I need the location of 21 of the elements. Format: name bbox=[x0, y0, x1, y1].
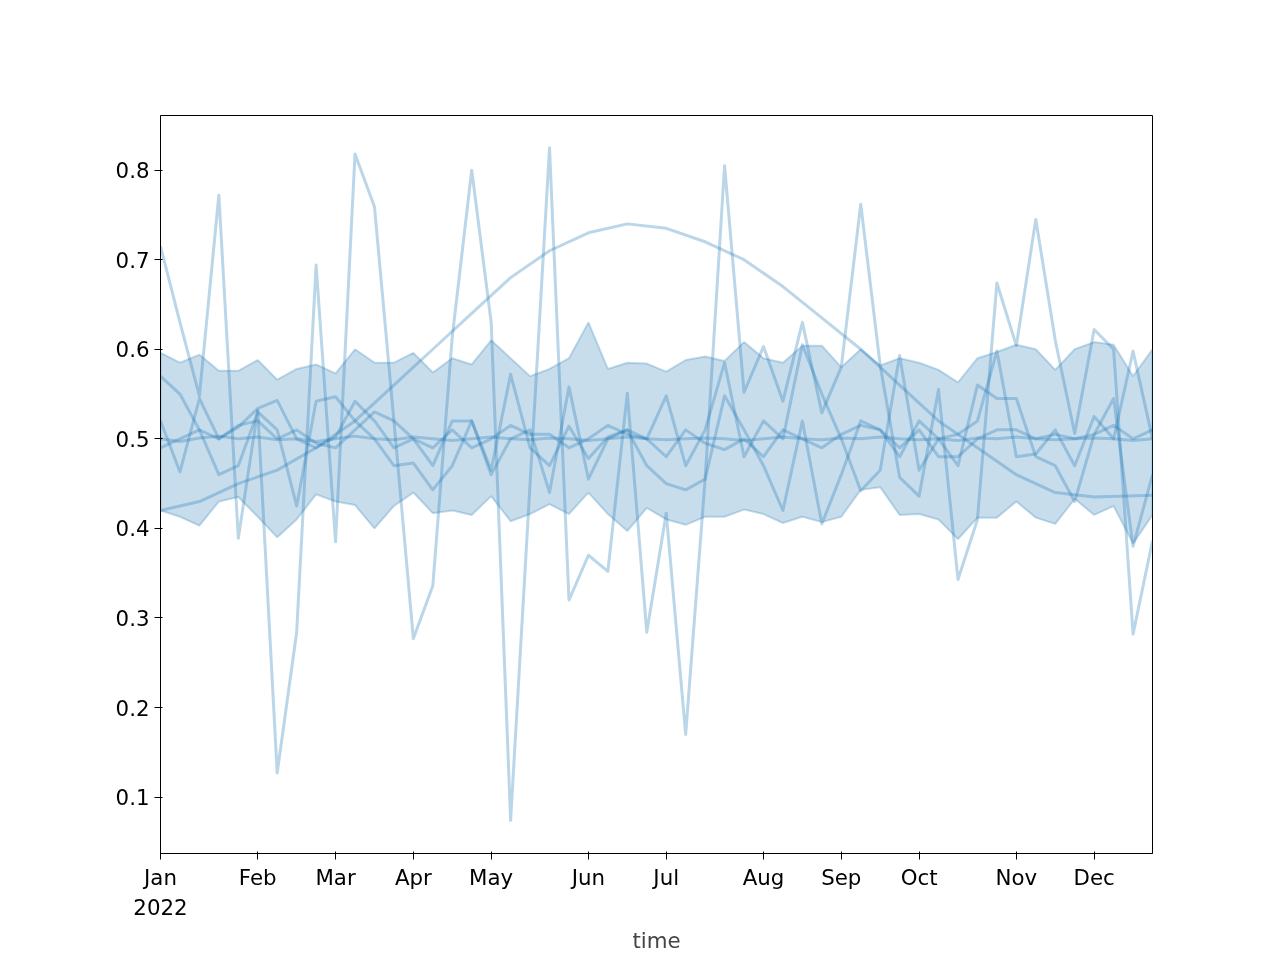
x-tick-label: Mar bbox=[315, 864, 356, 890]
y-tick-label: 0.1 bbox=[115, 785, 150, 811]
x-tick-label: Aug bbox=[742, 864, 785, 890]
x-tick-label: Dec bbox=[1073, 864, 1115, 890]
y-tick-label: 0.4 bbox=[115, 516, 150, 542]
x-tick-label: Feb bbox=[238, 864, 277, 890]
y-tick-label: 0.3 bbox=[115, 605, 150, 631]
x-tick-label: Sep bbox=[821, 864, 862, 890]
x-axis-title: time bbox=[632, 927, 681, 953]
y-tick-label: 0.8 bbox=[115, 158, 150, 184]
x-tick-label: Nov bbox=[995, 864, 1038, 890]
y-tick-label: 0.6 bbox=[115, 337, 150, 363]
y-tick-label: 0.2 bbox=[115, 695, 150, 721]
x-tick-label: May bbox=[469, 864, 514, 890]
x-tick-label: Jul bbox=[651, 864, 680, 890]
x-tick-label: Apr bbox=[394, 864, 433, 890]
y-tick-label: 0.7 bbox=[115, 247, 150, 273]
x-tick-label: Oct bbox=[900, 864, 938, 890]
x-tick-label: Jan 2022 bbox=[133, 864, 188, 920]
y-tick-label: 0.5 bbox=[115, 426, 150, 452]
x-tick-label: Jun bbox=[569, 864, 606, 890]
